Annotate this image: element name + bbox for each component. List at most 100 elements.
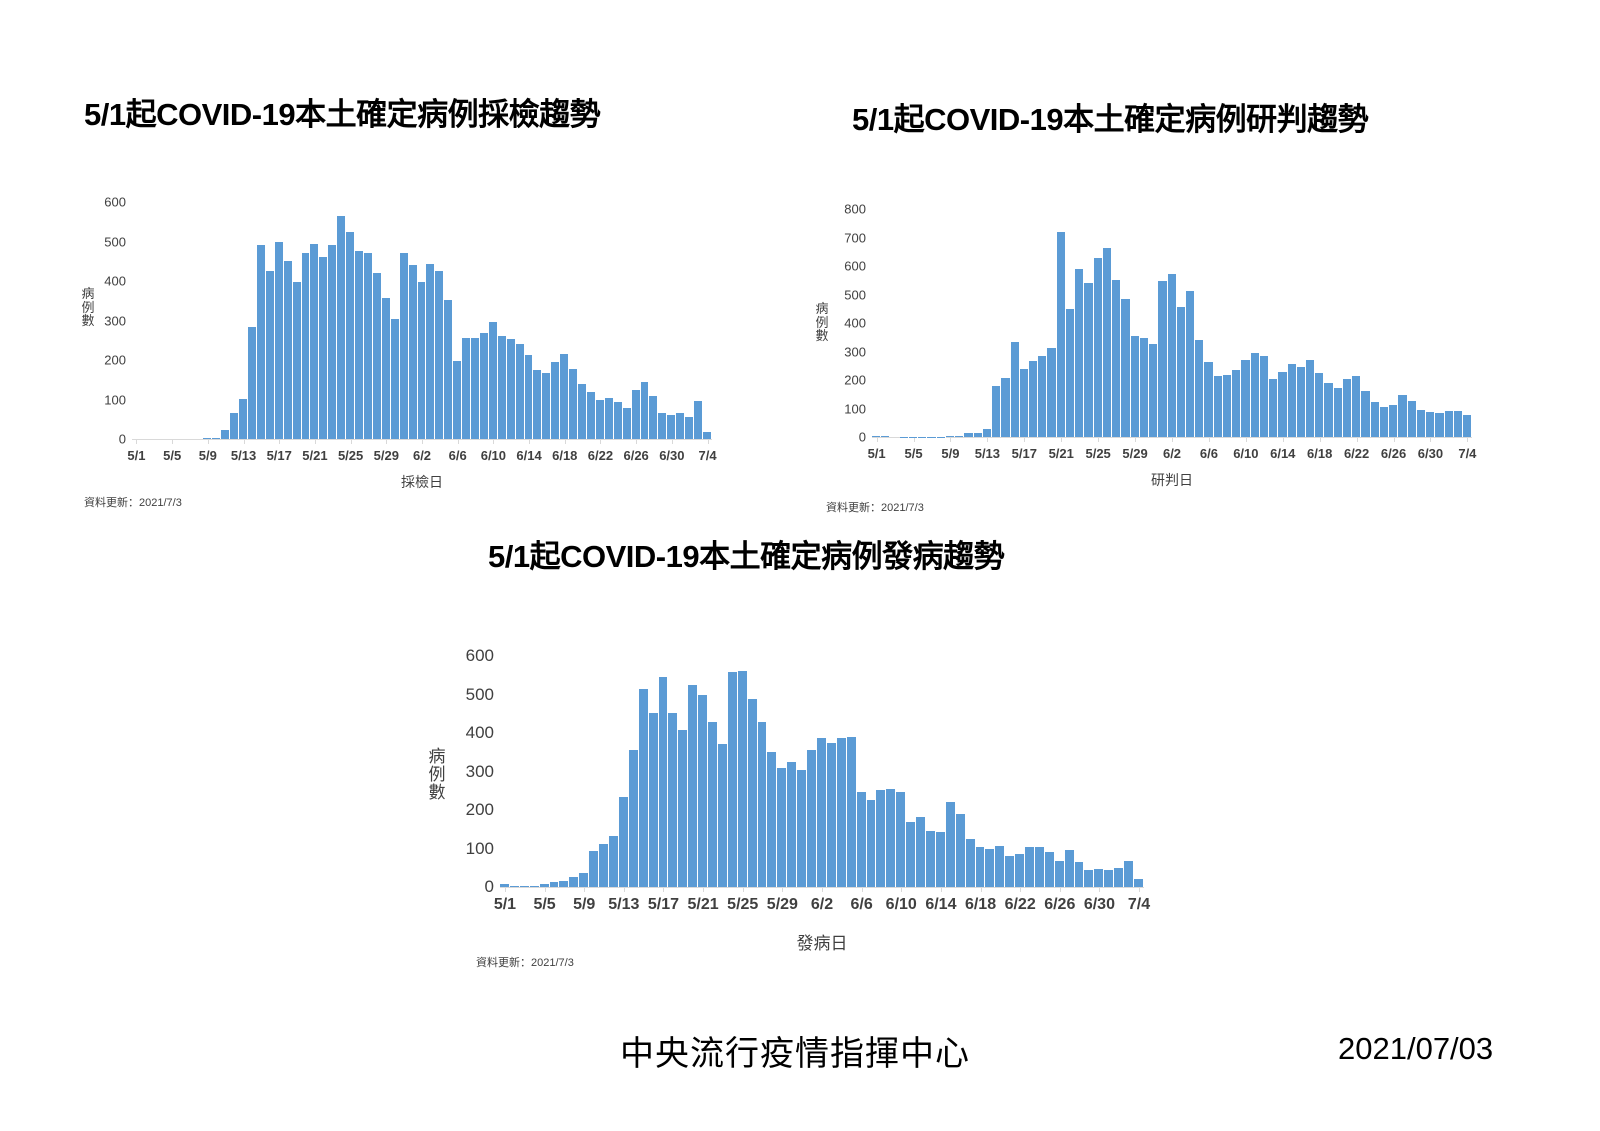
x-axis-tickmark [987, 437, 989, 443]
bar [509, 885, 520, 888]
x-axis-tick-label: 6/26 [623, 448, 649, 464]
bar [667, 414, 677, 440]
bar [1112, 279, 1122, 438]
x-axis-tickmark [782, 887, 784, 893]
bar [640, 381, 650, 440]
bar [1084, 870, 1095, 888]
bars-container [872, 209, 1473, 438]
bar [807, 750, 817, 888]
bar [1342, 379, 1353, 438]
x-axis-tickmark [703, 887, 705, 893]
x-axis-tickmark [663, 887, 665, 893]
x-axis-tick-label: 6/6 [1199, 446, 1218, 462]
x-axis-tick-label: 6/22 [1343, 446, 1370, 462]
bar [836, 737, 847, 888]
x-axis-tickmark [136, 439, 138, 445]
x-axis-tick-label: 6/6 [850, 896, 873, 914]
y-axis-tick-label: 800 [844, 201, 866, 217]
x-axis-tick-label: 6/18 [552, 448, 578, 464]
x-axis-tickmark [707, 439, 709, 445]
bar [1167, 273, 1177, 438]
x-axis-tick-label: 5/5 [904, 446, 923, 462]
y-axis-label: 病 例 數 [428, 747, 446, 802]
bar [995, 846, 1006, 888]
bar [1426, 412, 1436, 438]
bar [881, 436, 891, 438]
bars-container [500, 656, 1144, 888]
x-axis-tickmark [1245, 437, 1247, 443]
bar [676, 413, 686, 440]
bar [1250, 353, 1260, 438]
bar [886, 788, 897, 888]
x-axis-tick-label: 7/4 [698, 448, 717, 464]
bar [1361, 390, 1371, 438]
x-axis-tick-label: 6/10 [480, 448, 507, 464]
bar [444, 300, 454, 440]
bar [1028, 361, 1039, 438]
x-axis-tickmark [544, 887, 546, 893]
x-axis-tickmark [584, 887, 586, 893]
x-axis-label: 採檢日 [401, 474, 443, 491]
bar [1416, 410, 1427, 438]
x-axis-tickmark [504, 887, 506, 893]
bar [587, 392, 596, 440]
bar [1222, 374, 1233, 438]
bar [1121, 298, 1131, 438]
x-axis-tickmark [636, 439, 638, 445]
bar [560, 353, 570, 440]
y-axis-tick-label: 500 [844, 287, 866, 303]
bar [777, 767, 788, 888]
y-axis-tick-label: 300 [844, 344, 866, 360]
bar [549, 881, 560, 888]
bar [1204, 362, 1214, 438]
bar [1370, 402, 1380, 438]
x-axis-tick-label: 5/21 [687, 896, 719, 914]
bar [256, 245, 266, 440]
bar [310, 243, 320, 440]
x-axis-tickmark [279, 439, 281, 445]
bar [856, 792, 867, 888]
bar [1389, 405, 1399, 438]
bar [1064, 850, 1075, 888]
bar [1287, 363, 1297, 438]
y-axis-tick-label: 700 [844, 230, 866, 246]
bar [1278, 371, 1288, 438]
x-axis-tick-label: 5/25 [1085, 446, 1111, 462]
x-axis-tick-label: 5/1 [867, 446, 886, 462]
data-update-footnote: 資料更新：2021/7/3 [84, 497, 182, 510]
bar [965, 838, 976, 888]
bar [717, 744, 728, 888]
bar [787, 761, 798, 888]
bar [319, 256, 329, 440]
bar [203, 437, 213, 440]
bar [1102, 247, 1113, 438]
x-axis-tick-label: 6/30 [1083, 896, 1115, 914]
x-axis-label: 發病日 [796, 934, 848, 954]
bar [1130, 335, 1140, 438]
x-axis-tick-label: 7/4 [1458, 446, 1477, 462]
bar [608, 835, 619, 888]
bar [945, 802, 956, 888]
x-axis-tick-label: 5/9 [198, 448, 217, 464]
bar [301, 253, 311, 440]
bar [1134, 878, 1144, 888]
chart-title: 5/1起COVID-19本土確定病例發病趨勢 [488, 539, 1005, 574]
x-axis-tick-label: 6/2 [1162, 446, 1182, 462]
y-axis-tick-label: 400 [465, 723, 494, 743]
bar [381, 298, 391, 440]
x-axis-tick-label: 6/2 [412, 448, 432, 464]
x-axis-tick-label: 6/14 [925, 896, 957, 914]
bar [542, 372, 552, 440]
bar [817, 737, 827, 888]
y-axis-label: 病 例 數 [81, 286, 95, 329]
bar [283, 260, 293, 440]
bar [985, 848, 996, 888]
bar [372, 273, 382, 440]
bar [471, 337, 480, 440]
y-axis-tick-label: 200 [844, 372, 866, 388]
bar [688, 685, 699, 888]
x-axis-tickmark [1020, 887, 1022, 893]
bar [239, 398, 248, 440]
bar [1124, 860, 1134, 888]
x-axis-tickmark [1282, 437, 1284, 443]
